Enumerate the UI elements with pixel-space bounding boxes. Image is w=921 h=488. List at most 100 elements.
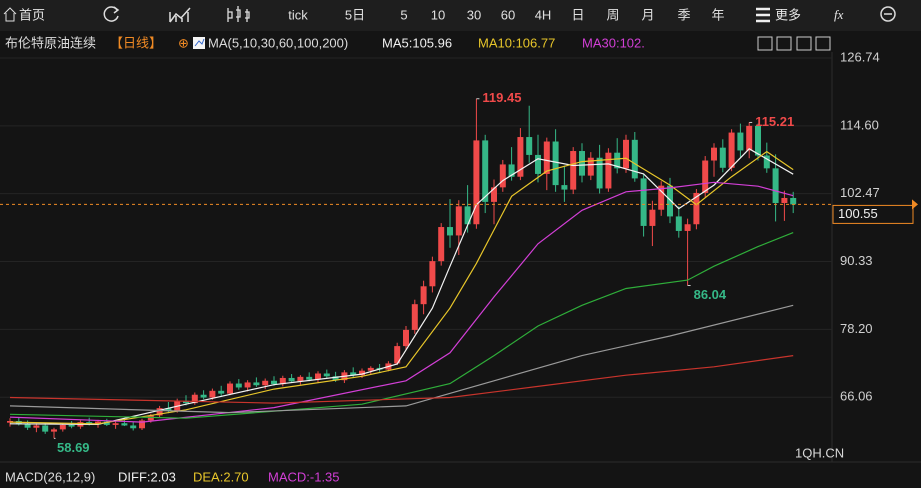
candle-body bbox=[438, 227, 445, 262]
period-tab[interactable]: 30 bbox=[467, 7, 481, 22]
y-tick-label: 90.33 bbox=[840, 253, 873, 268]
candle-body bbox=[737, 132, 744, 151]
candle-body bbox=[675, 216, 682, 231]
candle-body bbox=[570, 151, 577, 190]
macd-label: MACD(26,12,9) bbox=[5, 469, 95, 484]
candle-body bbox=[59, 424, 66, 430]
home-icon[interactable] bbox=[3, 7, 17, 22]
candle-body bbox=[306, 376, 313, 380]
ma-line bbox=[9, 148, 794, 426]
candle-body bbox=[315, 373, 321, 380]
y-tick-label: 114.60 bbox=[840, 117, 879, 132]
candle-body bbox=[711, 147, 717, 161]
candle-body bbox=[623, 139, 629, 169]
candle-body bbox=[508, 164, 515, 177]
refresh-icon[interactable] bbox=[103, 6, 120, 22]
candle-body bbox=[517, 137, 524, 177]
candle-body bbox=[781, 197, 788, 204]
period-tab[interactable]: 4H bbox=[535, 7, 552, 22]
candle-body bbox=[297, 376, 304, 382]
ma-icon-line bbox=[194, 38, 205, 47]
ma10-legend: MA10:106.77 bbox=[478, 35, 555, 50]
candle-body bbox=[473, 140, 480, 225]
period-tab[interactable]: 月 bbox=[641, 7, 654, 22]
candle-body bbox=[746, 125, 753, 151]
candle-body bbox=[367, 367, 374, 371]
candle-body bbox=[262, 380, 269, 386]
period-tab[interactable]: 年 bbox=[711, 7, 724, 22]
period-tab[interactable]: 日 bbox=[571, 7, 584, 22]
y-tick-label: 102.47 bbox=[840, 185, 880, 200]
candle-body bbox=[121, 423, 128, 426]
menu-icon[interactable] bbox=[756, 7, 770, 23]
candle-body bbox=[156, 408, 163, 416]
candle-body bbox=[447, 227, 453, 236]
candle-body bbox=[253, 382, 260, 386]
panel-buttons[interactable] bbox=[757, 36, 831, 51]
candle-body bbox=[279, 377, 286, 385]
candle-body bbox=[455, 206, 462, 236]
candle-body bbox=[693, 192, 700, 225]
candle-body bbox=[24, 424, 31, 428]
candle-body bbox=[772, 168, 779, 204]
candle-body bbox=[561, 185, 568, 190]
y-tick-label: 78.20 bbox=[840, 321, 873, 336]
candle-body bbox=[235, 383, 242, 388]
period-tab[interactable]: 5 bbox=[400, 7, 407, 22]
period-tab[interactable]: 10 bbox=[431, 7, 445, 22]
candle-body bbox=[191, 394, 198, 404]
period-tab[interactable]: 季 bbox=[677, 7, 690, 22]
candle-body bbox=[227, 383, 233, 394]
period-tab[interactable]: 5日 bbox=[345, 7, 365, 22]
candle-icon[interactable] bbox=[227, 6, 250, 22]
period-tab[interactable]: 60 bbox=[501, 7, 515, 22]
candle-body bbox=[631, 139, 638, 179]
candle-body bbox=[684, 224, 691, 231]
current-price: 100.55 bbox=[838, 206, 878, 221]
candle-body bbox=[587, 157, 594, 176]
candle-body bbox=[535, 154, 541, 174]
candle-body bbox=[7, 421, 13, 423]
ma-icon[interactable] bbox=[193, 37, 205, 49]
annotation: 86.04 bbox=[694, 287, 727, 302]
candle-body bbox=[667, 185, 673, 217]
fx[interactable]: fx bbox=[834, 7, 844, 22]
candle-body bbox=[323, 373, 330, 377]
macd-legend: MACD:-1.35 bbox=[268, 469, 340, 484]
candle-body bbox=[332, 376, 339, 381]
candle-body bbox=[350, 372, 357, 376]
candle-body bbox=[420, 286, 427, 305]
candle-body bbox=[543, 141, 550, 174]
period-tab[interactable]: 周 bbox=[606, 7, 619, 22]
candle-body bbox=[658, 185, 665, 210]
candle-body bbox=[702, 160, 709, 193]
candle-body bbox=[112, 423, 119, 425]
candle-body bbox=[288, 377, 295, 382]
candle-body bbox=[359, 370, 365, 376]
more[interactable]: 更多 bbox=[775, 7, 801, 22]
candle-body bbox=[614, 152, 621, 169]
current-price-box bbox=[832, 204, 914, 224]
annotation: 58.69 bbox=[57, 440, 90, 455]
candle-body bbox=[719, 147, 726, 168]
candle-body bbox=[491, 187, 497, 202]
current-price-marker bbox=[912, 199, 918, 210]
zoom-icon[interactable] bbox=[880, 6, 896, 22]
indicator-icon[interactable] bbox=[169, 7, 191, 23]
candle-body bbox=[649, 209, 656, 226]
ma-line bbox=[9, 181, 794, 423]
ma-line bbox=[9, 232, 794, 419]
candle-body bbox=[68, 424, 75, 427]
candle-body bbox=[139, 420, 145, 429]
period-tab[interactable]: tick bbox=[288, 7, 308, 22]
candle-body bbox=[103, 421, 110, 425]
candle-body bbox=[464, 206, 471, 225]
watermark: 1QH.CN bbox=[795, 445, 844, 460]
symbol: 布伦特原油连续 bbox=[5, 35, 96, 50]
period-icon[interactable]: ⊕ bbox=[178, 35, 189, 50]
candle-body bbox=[209, 390, 216, 398]
home[interactable]: 首页 bbox=[19, 7, 45, 22]
candle-body bbox=[183, 400, 189, 404]
